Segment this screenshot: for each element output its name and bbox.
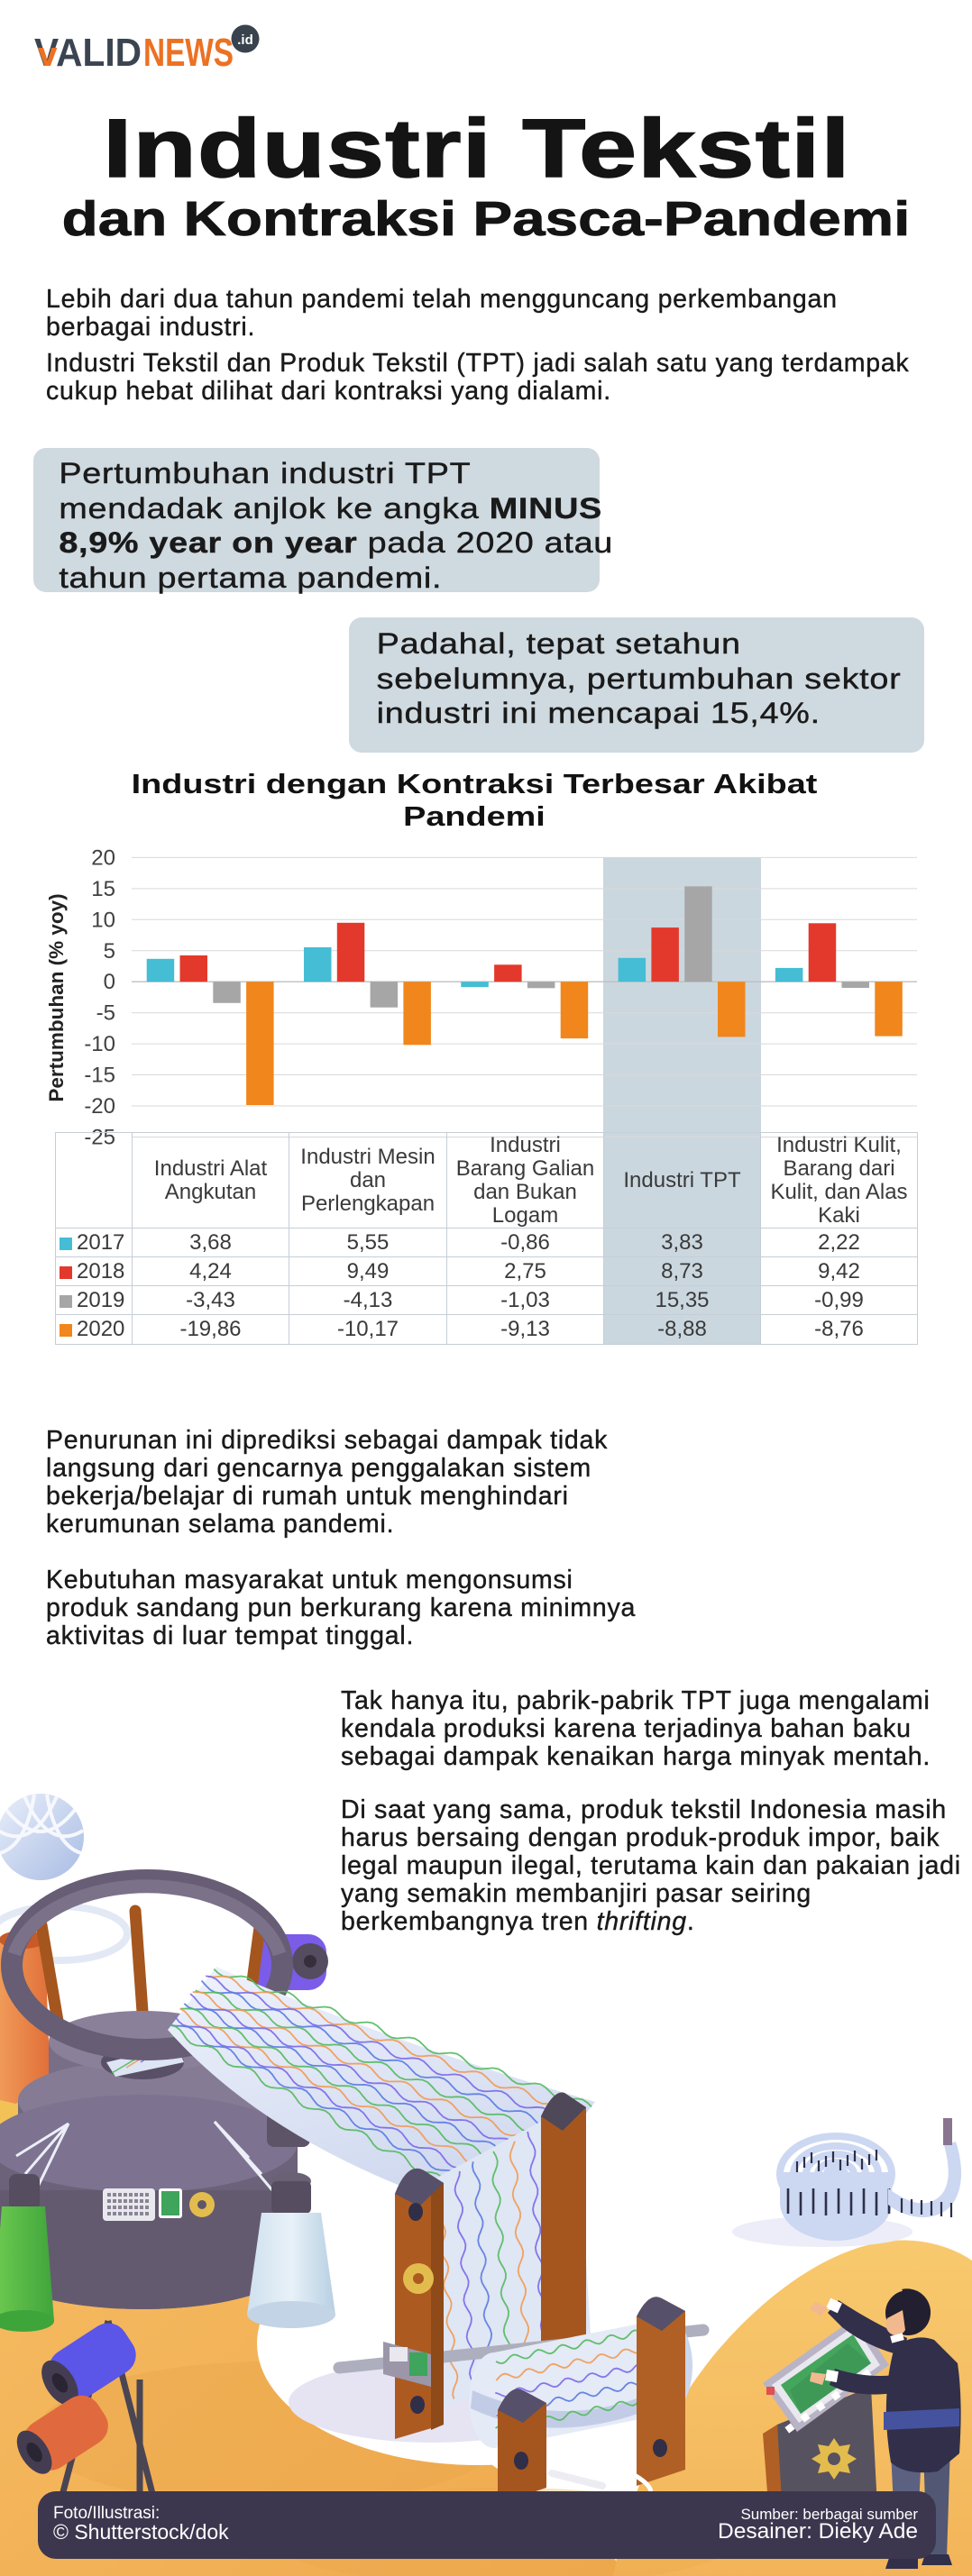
- svg-text:-5: -5: [96, 1001, 115, 1026]
- svg-text:10: 10: [91, 908, 115, 932]
- svg-text:0: 0: [104, 970, 115, 994]
- svg-text:20: 20: [91, 845, 115, 870]
- svg-text:-20: -20: [84, 1094, 115, 1119]
- svg-text:5: 5: [104, 939, 115, 964]
- svg-text:-10: -10: [84, 1032, 115, 1056]
- svg-text:NEWS: NEWS: [143, 31, 234, 75]
- svg-text:Pertumbuhan (% yoy): Pertumbuhan (% yoy): [45, 893, 68, 1101]
- svg-text:.id: .id: [237, 32, 253, 48]
- svg-text:-15: -15: [84, 1064, 115, 1088]
- svg-text:15: 15: [91, 877, 115, 901]
- svg-text:VALID: VALID: [34, 31, 142, 75]
- svg-text:V: V: [34, 31, 61, 75]
